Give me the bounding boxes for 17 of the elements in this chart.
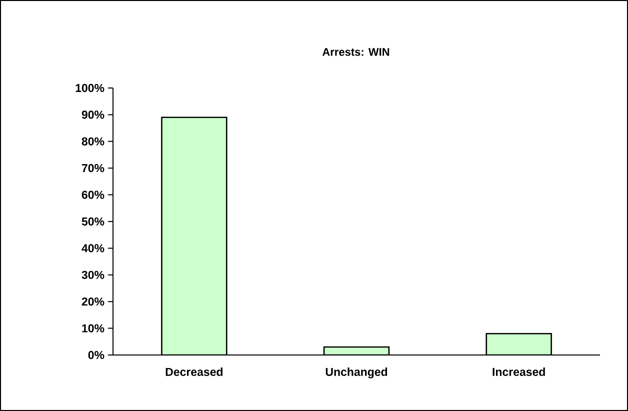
y-tick-label: 80%: [82, 137, 104, 146]
x-tick-label: Unchanged: [326, 368, 388, 378]
x-tick-label: Increased: [492, 368, 545, 376]
y-tick-label: 10%: [82, 324, 104, 332]
y-tick-label: 40%: [82, 244, 104, 252]
y-tick-label: 90%: [82, 110, 104, 119]
y-tick-label: 20%: [82, 298, 104, 306]
y-tick-label: 50%: [82, 217, 104, 226]
x-tick-label: Decreased: [166, 368, 222, 376]
y-tick-label: 60%: [82, 190, 104, 199]
y-tick-label: 0%: [88, 350, 104, 360]
y-tick-label: 100%: [76, 84, 104, 92]
bar: [161, 116, 228, 355]
chart-title: Arrests: WIN: [322, 48, 390, 56]
y-tick-label: 30%: [82, 270, 104, 279]
y-tick-label: 70%: [82, 164, 104, 172]
bar: [486, 332, 552, 355]
